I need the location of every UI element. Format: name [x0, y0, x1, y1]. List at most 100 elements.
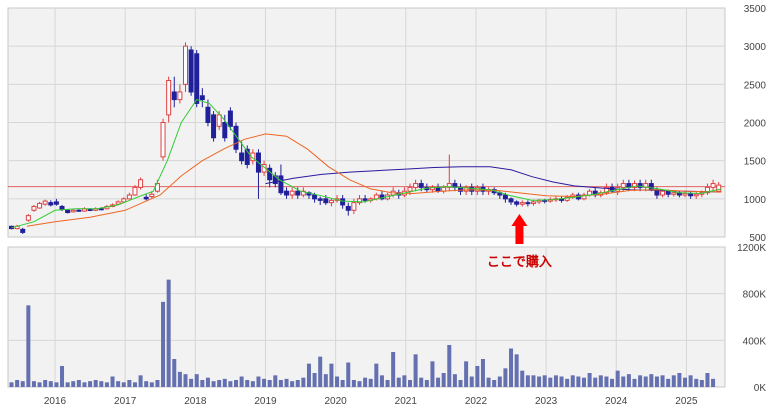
volume-bar — [402, 375, 407, 387]
volume-bar — [228, 381, 233, 387]
candle-up — [31, 205, 37, 211]
volume-bar — [262, 378, 267, 387]
volume-bar — [20, 381, 25, 387]
candle-up — [42, 200, 48, 205]
candle-up — [407, 186, 413, 192]
candle-up — [716, 184, 722, 192]
volume-bar — [323, 374, 328, 387]
volume-y-tick-label: 0K — [754, 383, 767, 394]
volume-layer — [9, 279, 716, 387]
candle-down — [76, 209, 82, 212]
volume-bar — [60, 366, 65, 387]
volume-bar — [48, 381, 53, 387]
volume-bar — [183, 374, 188, 387]
candle-up — [166, 80, 172, 116]
candle-up — [682, 192, 688, 196]
volume-bar — [104, 382, 109, 387]
moving-average-layer — [11, 99, 722, 229]
candle-down — [514, 201, 520, 205]
buy-annotation-label: ここで購入 — [487, 254, 552, 269]
volume-bar — [54, 382, 59, 387]
candle-down — [542, 199, 548, 202]
moving-average-short-line — [11, 99, 722, 229]
candle-up — [216, 114, 222, 127]
volume-bar — [340, 380, 345, 387]
candle-down — [143, 196, 149, 200]
volume-bar — [615, 370, 620, 387]
candle-down — [609, 186, 615, 192]
volume-bar — [553, 375, 558, 387]
volume-bar — [654, 376, 659, 387]
volume-bar — [205, 377, 210, 387]
price-y-tick-label: 2500 — [744, 80, 767, 91]
candle-up — [328, 199, 334, 204]
volume-bar — [217, 380, 222, 387]
volume-bar — [132, 382, 137, 387]
volume-bar — [368, 378, 373, 387]
candle-down — [525, 202, 531, 205]
candle-up — [631, 183, 637, 188]
candle-up — [126, 194, 132, 200]
volume-bar — [548, 377, 553, 387]
volume-bar — [626, 374, 631, 387]
candle-up — [138, 179, 144, 188]
volume-y-tick-label: 400K — [743, 336, 767, 347]
volume-bar — [492, 380, 497, 387]
volume-bar — [407, 380, 412, 387]
volume-bar — [110, 376, 115, 387]
volume-bar — [520, 370, 525, 387]
volume-bar — [149, 382, 154, 387]
volume-bar — [127, 380, 132, 387]
volume-bar — [436, 377, 441, 387]
volume-bar — [177, 371, 182, 387]
volume-bar — [649, 374, 654, 387]
candle-up — [182, 45, 188, 85]
volume-bar — [189, 378, 194, 387]
candle-up — [704, 186, 710, 194]
candle-down — [418, 183, 424, 188]
candle-down — [199, 95, 205, 101]
candle-down — [171, 91, 177, 101]
volume-bar — [486, 377, 491, 387]
volume-bar — [194, 374, 199, 387]
candle-up — [70, 209, 76, 213]
volume-bar — [559, 376, 564, 387]
volume-bar — [250, 381, 255, 387]
volume-bar — [638, 375, 643, 387]
candle-up — [519, 202, 525, 205]
volume-bar — [295, 380, 300, 387]
candle-up — [160, 122, 166, 158]
volume-bar — [211, 381, 216, 387]
x-tick-label: 2025 — [675, 396, 698, 407]
volume-bar — [424, 380, 429, 387]
candle-up — [351, 202, 357, 211]
volume-bar — [604, 376, 609, 387]
volume-bar — [306, 363, 311, 387]
candle-down — [379, 194, 385, 200]
candle-up — [115, 201, 121, 205]
volume-bar — [155, 380, 160, 387]
volume-bar — [37, 382, 42, 387]
volume-bar — [278, 380, 283, 387]
volume-bar — [239, 376, 244, 387]
volume-bar — [166, 279, 171, 387]
volume-bar — [711, 378, 716, 387]
volume-bar — [374, 363, 379, 387]
volume-bar — [26, 305, 31, 387]
price-y-tick-label: 3000 — [744, 42, 767, 53]
volume-bar — [430, 361, 435, 387]
candle-up — [37, 202, 43, 209]
volume-bar — [385, 380, 390, 387]
candle-down — [665, 190, 671, 195]
candle-up — [530, 201, 536, 204]
volume-bar — [677, 373, 682, 387]
volume-bar — [144, 381, 149, 387]
candle-down — [205, 106, 211, 123]
volume-bar — [284, 378, 289, 387]
volume-bar — [593, 377, 598, 387]
candle-up — [693, 193, 699, 197]
volume-bar — [222, 378, 227, 387]
volume-y-tick-label: 1200K — [737, 243, 766, 254]
candle-down — [278, 175, 284, 194]
